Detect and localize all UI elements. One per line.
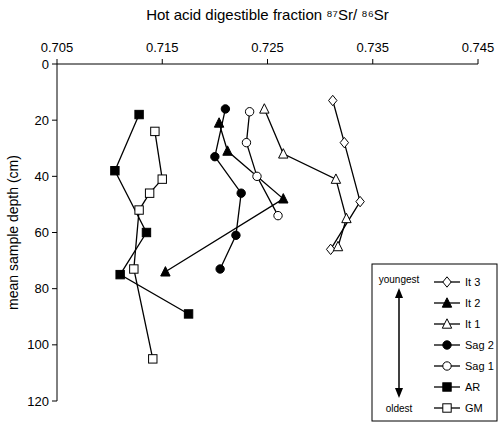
legend-marker xyxy=(442,298,451,307)
legend-label: Sag 1 xyxy=(465,360,494,372)
series-line xyxy=(134,131,162,358)
x-tick xyxy=(267,59,268,64)
arrow-head xyxy=(395,288,403,298)
point xyxy=(331,174,340,183)
plot-data xyxy=(111,95,365,363)
point xyxy=(237,189,245,197)
point xyxy=(145,189,153,197)
point xyxy=(161,267,170,276)
y-tick xyxy=(52,120,57,121)
y-tick-label: 0 xyxy=(42,57,49,72)
series-line xyxy=(165,123,283,272)
legend-label: It 2 xyxy=(465,297,480,309)
legend-label: AR xyxy=(465,381,480,393)
y-tick xyxy=(52,401,57,402)
series-line xyxy=(264,109,346,247)
x-tick-label: 0.745 xyxy=(462,40,495,55)
legend-marker xyxy=(443,362,451,370)
y-tick xyxy=(52,176,57,177)
series-line xyxy=(246,112,278,216)
legend: youngest oldest It 3 It 2 It 1 Sag 2 Sag 1 AR GM xyxy=(372,264,497,421)
point xyxy=(253,172,261,180)
x-tick-label: 0.705 xyxy=(41,40,74,55)
age-arrow xyxy=(398,294,400,392)
y-axis-label: mean sample depth (cm) xyxy=(5,155,21,310)
x-tick xyxy=(162,59,163,64)
y-tick xyxy=(52,344,57,345)
x-axis-label: Hot acid digestible fraction ⁸⁷Sr/ ⁸⁶Sr xyxy=(146,6,389,23)
legend-marker xyxy=(443,341,451,349)
y-tick-label: 80 xyxy=(35,281,49,296)
chart: Hot acid digestible fraction ⁸⁷Sr/ ⁸⁶Sr m… xyxy=(0,0,500,427)
point xyxy=(111,167,119,175)
point xyxy=(340,137,348,147)
legend-marker xyxy=(442,319,451,328)
y-tick-label: 60 xyxy=(35,225,49,240)
x-tick-label: 0.715 xyxy=(146,40,179,55)
point xyxy=(279,194,288,203)
point xyxy=(245,108,253,116)
legend-marker xyxy=(443,404,451,412)
point xyxy=(130,265,138,273)
point xyxy=(333,241,342,250)
legend-marker xyxy=(443,383,451,391)
point xyxy=(135,206,143,214)
y-tick xyxy=(52,64,57,65)
y-tick-label: 120 xyxy=(27,394,49,409)
y-tick xyxy=(52,232,57,233)
annotation: oldest xyxy=(386,403,413,414)
point xyxy=(211,152,219,160)
point xyxy=(356,196,364,206)
series-line xyxy=(115,115,189,314)
point xyxy=(329,95,337,105)
point xyxy=(274,211,282,219)
point xyxy=(223,146,232,155)
series-line xyxy=(215,109,241,269)
point xyxy=(342,213,351,222)
series-line xyxy=(331,101,360,250)
y-tick-label: 40 xyxy=(35,169,49,184)
point xyxy=(221,105,229,113)
point xyxy=(242,138,250,146)
legend-label: It 1 xyxy=(465,318,480,330)
y-tick-label: 100 xyxy=(27,337,49,352)
y-tick-label: 20 xyxy=(35,113,49,128)
x-tick-label: 0.725 xyxy=(251,40,284,55)
legend-label: It 3 xyxy=(465,276,480,288)
point xyxy=(158,175,166,183)
legend-label: Sag 2 xyxy=(465,339,494,351)
legend-label: GM xyxy=(465,402,483,414)
point xyxy=(216,265,224,273)
legend-marker xyxy=(443,277,451,287)
point xyxy=(232,231,240,239)
legend-box xyxy=(372,264,497,421)
point xyxy=(116,270,124,278)
arrow-head xyxy=(395,388,403,398)
point xyxy=(135,110,143,118)
point xyxy=(151,127,159,135)
y-tick xyxy=(52,288,57,289)
x-tick xyxy=(57,59,58,64)
x-tick xyxy=(372,59,373,64)
point xyxy=(279,149,288,158)
point xyxy=(260,104,269,113)
x-tick-label: 0.735 xyxy=(356,40,389,55)
point xyxy=(184,310,192,318)
x-tick xyxy=(478,59,479,64)
point xyxy=(142,228,150,236)
annotation: youngest xyxy=(379,274,420,285)
point xyxy=(149,355,157,363)
